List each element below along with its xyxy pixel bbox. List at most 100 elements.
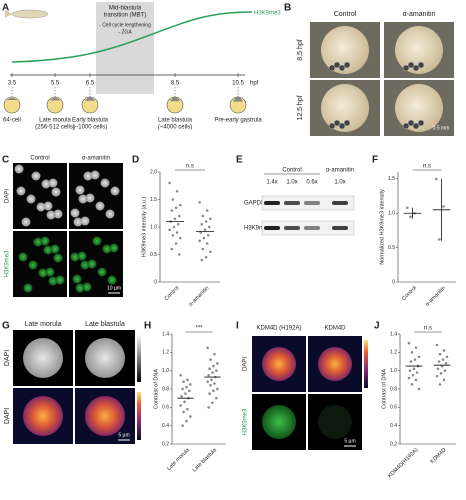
data-point (182, 380, 185, 383)
nucleus (14, 164, 24, 174)
column-label: Late morula (25, 321, 62, 328)
data-point (215, 396, 218, 400)
embryo (395, 84, 443, 132)
data-point (179, 404, 182, 407)
y-tick-label: 0.4 (162, 423, 169, 429)
blastoderm-cell (338, 122, 346, 130)
mbt-note: - ZGA (118, 29, 132, 35)
stage-cells (233, 96, 243, 102)
panel-letter: E (236, 155, 243, 166)
nucleus (97, 267, 107, 277)
data-point (179, 236, 182, 240)
data-point (206, 233, 210, 237)
data-point (209, 384, 212, 387)
blastoderm-cell (338, 64, 346, 72)
data-point (200, 258, 204, 262)
data-point (202, 236, 206, 240)
nucleus (48, 178, 58, 188)
y-tick-label: 1.0 (388, 211, 395, 217)
y-tick-label: 0.8 (390, 386, 397, 392)
nucleus (90, 170, 100, 180)
nucleus (100, 178, 110, 188)
nucleus (41, 179, 51, 189)
y-tick-label: 2.0 (150, 169, 157, 175)
data-point (414, 378, 418, 382)
row-label: DAPI (5, 189, 11, 203)
data-point (441, 358, 445, 361)
data-point (168, 228, 171, 232)
nucleus (80, 216, 90, 226)
nucleus (23, 283, 33, 293)
nucleus (262, 347, 296, 381)
lane-label: 1.0x (334, 180, 345, 186)
data-point (215, 369, 218, 372)
mbt-title: Mid-blastula (109, 6, 142, 12)
stage-label: (~4000 cells) (158, 125, 193, 131)
data-point (417, 355, 421, 359)
blastoderm-cell (402, 64, 410, 72)
data-point (186, 378, 189, 382)
group-label: α-amanitin (326, 168, 354, 174)
nucleus (51, 187, 61, 197)
nucleus (95, 201, 105, 211)
nucleus (38, 268, 48, 278)
nucleus (18, 252, 28, 262)
nucleus (85, 193, 95, 203)
column-label: Control (30, 156, 49, 162)
row-label: DAPI (4, 350, 11, 366)
blastoderm-cell (328, 64, 336, 72)
nucleus (102, 244, 112, 254)
y-tick-label: 1.4 (390, 331, 397, 337)
blastoderm-cell (412, 64, 420, 72)
y-tick-label: 1.2 (390, 350, 397, 356)
panel-letter: C (2, 155, 9, 166)
significance: *** (195, 326, 203, 332)
y-axis-label: Contrast of DNA (153, 369, 159, 409)
data-point (407, 376, 411, 380)
mbt-box (96, 2, 154, 94)
embryo (321, 26, 369, 74)
panel-letter: B (284, 3, 291, 14)
panel-letter: F (372, 155, 378, 166)
data-point (437, 360, 441, 363)
fish-icon (11, 9, 49, 19)
data-point (216, 387, 219, 391)
blastoderm-cell (407, 61, 415, 69)
data-point (205, 209, 209, 212)
data-point (408, 369, 412, 372)
stage-embryo (46, 96, 64, 114)
curve-label: H3K9me3 (254, 11, 281, 17)
y-tick-label: 0 (392, 279, 395, 285)
y-tick-label: 1.4 (162, 331, 169, 337)
data-point (209, 217, 212, 221)
scale-label: 10 µm (107, 285, 121, 291)
data-point (435, 177, 438, 181)
data-point (175, 189, 179, 193)
x-tick-label: KDM4D (430, 447, 448, 465)
stage-label: 64-cell (3, 118, 21, 124)
data-point (200, 222, 204, 226)
y-tick-label: 0.5 (150, 252, 157, 258)
x-tick-label: Control (401, 285, 418, 302)
nucleus (40, 236, 50, 246)
column-label: KDM4D (H192A) (256, 326, 301, 332)
data-point (442, 205, 445, 208)
timeline-tick-label: 10.5 (232, 81, 244, 87)
data-point (207, 373, 210, 377)
timeline-tick-label: 3.5 (8, 81, 17, 87)
data-point (181, 387, 184, 391)
nucleus (53, 209, 63, 219)
data-point (175, 231, 179, 234)
mbt-note: - Cell cycle lengthening (99, 22, 151, 28)
data-point (436, 367, 440, 371)
mbt-title: transition (MBT) (104, 13, 147, 19)
y-tick-label: 1.2 (162, 350, 169, 356)
nucleus (82, 282, 92, 292)
blot-band (304, 201, 320, 205)
timeline-unit: hpf (250, 81, 259, 87)
x-tick-label: α-amanitin (188, 285, 210, 307)
nucleus (43, 201, 53, 211)
data-point (411, 373, 415, 377)
blastoderm-cell (417, 61, 425, 69)
nucleus (28, 260, 38, 270)
